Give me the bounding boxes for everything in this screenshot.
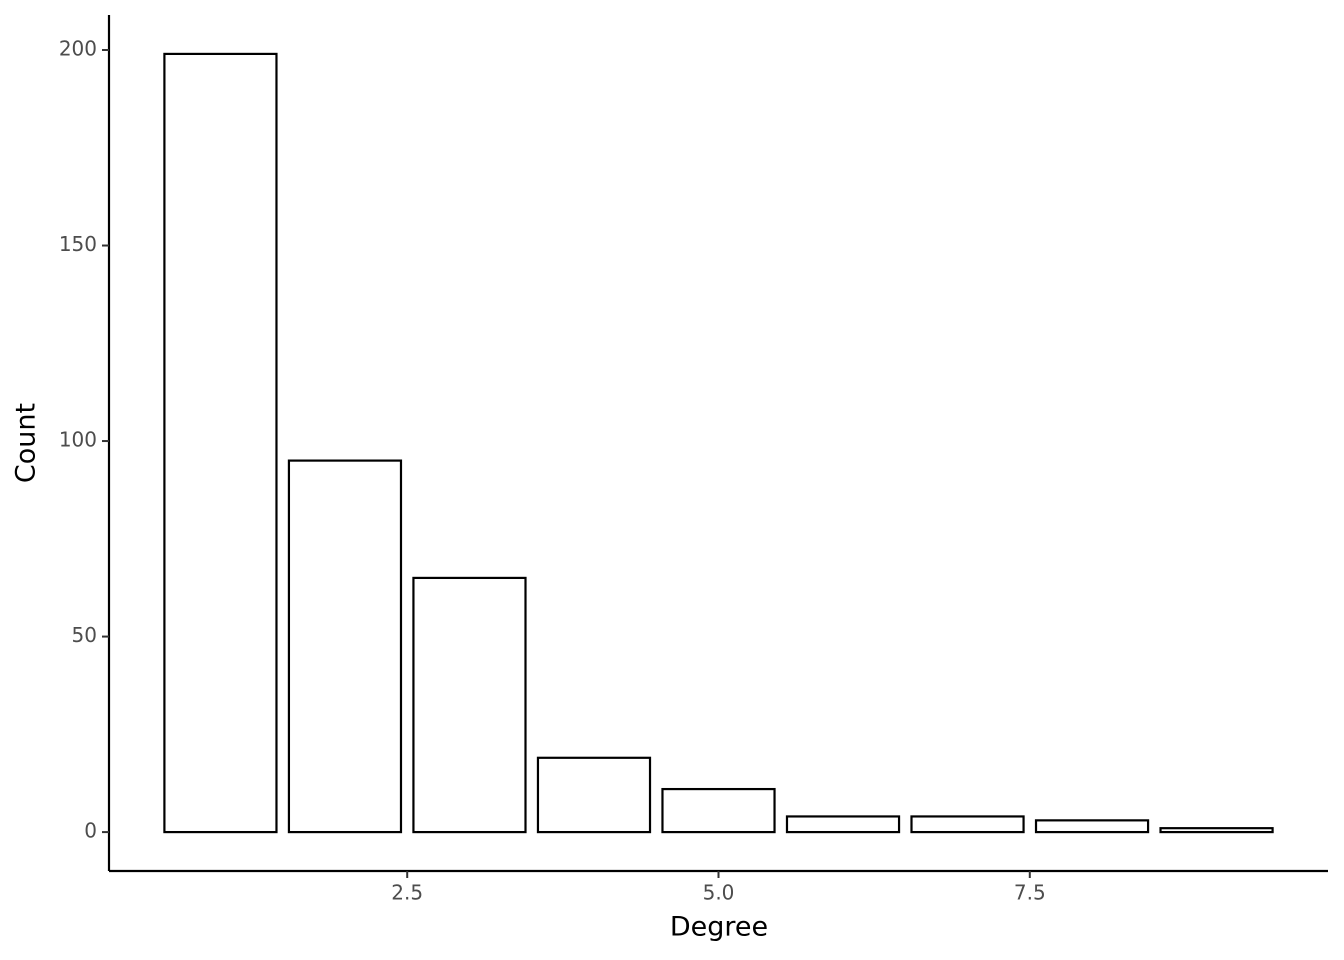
bar [1159,827,1274,834]
y-tick-label: 50 [72,623,97,647]
bar [785,815,901,834]
x-axis-title: Degree [670,912,768,943]
y-tick-label: 100 [59,428,97,452]
x-tick-label: 2.5 [391,881,423,905]
bar [910,815,1025,834]
bar [287,459,403,834]
bar [1034,819,1150,834]
bar [536,756,652,834]
y-tick-label: 200 [59,36,97,60]
x-tick-label: 7.5 [1014,881,1046,905]
bar [163,52,278,834]
bar [661,787,776,834]
bar [412,576,527,834]
y-tick-label: 150 [59,232,97,256]
x-tick-label: 5.0 [703,881,735,905]
y-tick-label: 0 [84,819,97,843]
y-axis-title: Count [11,403,42,483]
